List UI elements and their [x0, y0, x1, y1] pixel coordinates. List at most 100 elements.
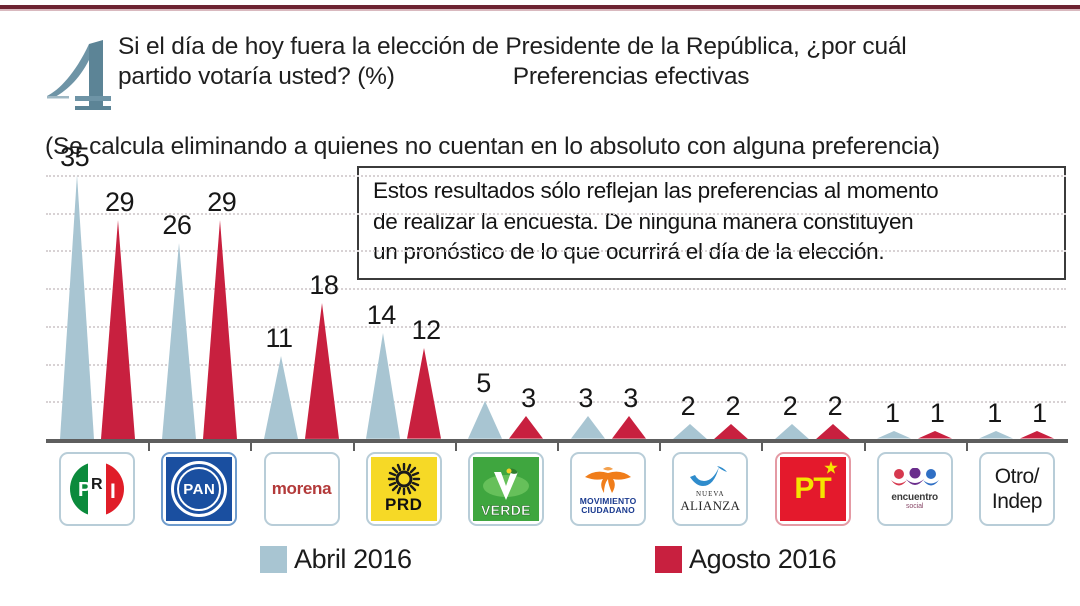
encuentro-social-emblem-icon: encuentro social: [879, 454, 951, 524]
value-label: 3: [623, 383, 638, 414]
value-label: 14: [366, 300, 397, 331]
gridline: [46, 288, 1066, 290]
bar-prd-agosto: [407, 348, 442, 439]
party-logo-pan[interactable]: PAN: [161, 452, 238, 526]
gridline: [46, 363, 1066, 366]
svg-text:I: I: [110, 480, 116, 503]
verde-emblem-icon: VERDE: [472, 457, 539, 521]
gridline: [46, 212, 1066, 215]
gridline: [46, 401, 1066, 404]
value-label: 2: [725, 390, 740, 421]
bar-otroindep-abril: [979, 431, 1014, 439]
subtitle-note: (Se calcula eliminando a quienes no cuen…: [45, 133, 940, 160]
nueva-alianza-emblem-icon: NUEVA ALIANZA: [674, 454, 746, 524]
legend-swatch-agosto: [655, 546, 682, 573]
question-line-2: partido votaría usted? (%): [118, 63, 395, 90]
value-label: 3: [578, 383, 593, 414]
bar-pri-agosto: [100, 220, 135, 439]
value-label: 3: [521, 383, 536, 414]
svg-text:R: R: [91, 476, 103, 493]
number-four-logo-icon: [45, 36, 119, 114]
disclaimer-line-2: de realizar la encuesta. De ninguna mane…: [373, 208, 914, 234]
party-logo-verde[interactable]: VERDE: [467, 452, 544, 526]
otro-indep-label: Otro/Indep: [991, 465, 1043, 513]
legend-label-agosto: Agosto 2016: [689, 544, 837, 574]
party-logo-morena[interactable]: morena: [263, 452, 340, 526]
bar-pt-agosto: [815, 423, 850, 439]
bar-pan-abril: [161, 242, 196, 439]
disclaimer-box: Estos resultados sólo reflejan las prefe…: [357, 166, 1066, 280]
bar-verde-agosto: [509, 416, 544, 439]
bar-morena-agosto: [304, 303, 339, 439]
pan-emblem-icon: PAN: [166, 457, 233, 521]
bar-pan-agosto: [202, 220, 237, 439]
bar-pt-abril: [775, 423, 810, 439]
bar-pri-abril: [59, 174, 94, 439]
gridline: [46, 174, 1066, 177]
gridline: [46, 325, 1066, 328]
legend-item-agosto: Agosto 2016: [655, 544, 837, 574]
axis-tick: [454, 443, 457, 451]
disclaimer-line-3: un pronóstico de lo que ocurrirá el día …: [373, 239, 885, 264]
value-label: 1: [987, 398, 1002, 429]
value-label: 11: [265, 322, 294, 353]
bar-otroindep-agosto: [1020, 431, 1055, 439]
value-label: 2: [827, 390, 843, 421]
bar-encuentrosocial-agosto: [918, 431, 953, 439]
effective-preferences-label: Preferencias efectivas: [512, 63, 750, 90]
title-block: Si el día de hoy fuera la elección de Pr…: [118, 32, 1018, 92]
movimiento-ciudadano-emblem-icon: MOVIMIENTO CIUDADANO: [572, 454, 644, 524]
axis-tick: [863, 443, 866, 451]
legend-swatch-abril: [260, 546, 287, 573]
axis-tick: [761, 443, 764, 451]
bar-prd-abril: [366, 333, 401, 439]
bar-morena-abril: [264, 355, 299, 439]
bar-nuevaalianza-agosto: [713, 423, 748, 439]
chart-legend: Abril 2016 Agosto 2016: [0, 542, 1080, 582]
top-rule-secondary: [0, 9, 1080, 11]
value-label: 26: [162, 209, 192, 240]
chart-baseline-axis: [46, 439, 1068, 443]
axis-tick: [659, 443, 662, 451]
party-logo-es[interactable]: encuentro social: [876, 452, 953, 526]
gridline: [46, 250, 1066, 253]
axis-tick: [965, 443, 968, 451]
value-label: 2: [680, 390, 696, 421]
value-label: 5: [476, 368, 491, 399]
svg-text:P: P: [78, 479, 91, 501]
axis-tick: [352, 443, 355, 451]
party-logo-pri[interactable]: P R I: [59, 452, 136, 526]
morena-wordmark-icon: morena: [271, 479, 332, 498]
party-logo-otro[interactable]: Otro/Indep: [978, 452, 1055, 526]
legend-label-abril: Abril 2016: [294, 544, 412, 574]
party-logo-pt[interactable]: PT: [774, 452, 851, 526]
bar-nuevaalianza-abril: [672, 423, 707, 439]
party-logo-na[interactable]: NUEVA ALIANZA: [672, 452, 749, 526]
prd-emblem-icon: PRD: [370, 457, 437, 521]
axis-tick: [250, 443, 253, 451]
legend-item-abril: Abril 2016: [260, 546, 412, 573]
axis-tick: [148, 443, 151, 451]
value-label: 12: [411, 315, 442, 346]
value-label: 1: [1032, 398, 1047, 429]
question-line-1: Si el día de hoy fuera la elección de Pr…: [118, 33, 907, 60]
disclaimer-line-1: Estos resultados sólo reflejan las prefe…: [373, 178, 939, 203]
bar-encuentrosocial-abril: [877, 431, 912, 439]
pri-emblem-icon: P R I: [69, 461, 125, 517]
value-label: 29: [207, 187, 237, 218]
party-logo-prd[interactable]: PRD: [365, 452, 442, 526]
value-label: 1: [929, 398, 945, 429]
value-label: 29: [105, 187, 135, 218]
question-line-2-row: partido votaría usted? (%) Preferencias …: [118, 62, 1018, 92]
pt-emblem-icon: PT: [779, 457, 846, 521]
value-label: 1: [884, 398, 900, 429]
axis-tick: [557, 443, 559, 451]
top-rule: [0, 5, 1080, 9]
bar-movimientociudadano-abril: [570, 416, 605, 439]
value-label: 18: [309, 270, 339, 301]
bar-movimientociudadano-agosto: [611, 416, 646, 439]
value-label: 2: [782, 390, 798, 421]
value-label: 35: [60, 141, 90, 172]
party-logo-mc[interactable]: MOVIMIENTO CIUDADANO: [570, 452, 647, 526]
bar-verde-abril: [468, 401, 503, 439]
